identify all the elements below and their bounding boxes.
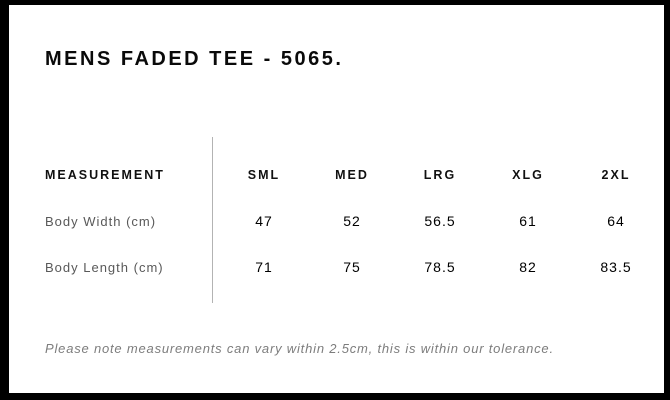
row-label-body-length: Body Length (cm) <box>45 259 164 275</box>
size-value: 71 <box>255 259 273 275</box>
size-value: 61 <box>519 213 537 229</box>
column-header-measurement: MEASUREMENT <box>45 168 165 182</box>
row-label-body-width: Body Width (cm) <box>45 213 157 229</box>
size-table: MEASUREMENT SML MED LRG XLG 2XL Body Wid… <box>45 137 660 303</box>
size-value: 75 <box>343 259 361 275</box>
table-header-row: MEASUREMENT SML MED LRG XLG 2XL <box>45 152 660 198</box>
column-header-sml: SML <box>247 168 281 182</box>
column-header-med: MED <box>335 168 369 182</box>
table-row-body-width: Body Width (cm) 47 52 56.5 61 64 <box>45 198 660 244</box>
column-header-lrg: LRG <box>423 168 457 182</box>
tolerance-note: Please note measurements can vary within… <box>45 341 554 356</box>
size-value: 78.5 <box>424 259 456 275</box>
size-value: 82 <box>519 259 537 275</box>
product-title: MENS FADED TEE - 5065. <box>45 48 344 70</box>
size-value: 56.5 <box>424 213 456 229</box>
size-value: 64 <box>607 213 625 229</box>
size-value: 83.5 <box>600 259 632 275</box>
size-value: 52 <box>343 213 361 229</box>
table-divider-line <box>212 137 213 303</box>
size-value: 47 <box>255 213 273 229</box>
column-header-2xl: 2XL <box>601 168 631 182</box>
table-row-body-length: Body Length (cm) 71 75 78.5 82 83.5 <box>45 244 660 290</box>
column-header-xlg: XLG <box>512 168 544 182</box>
